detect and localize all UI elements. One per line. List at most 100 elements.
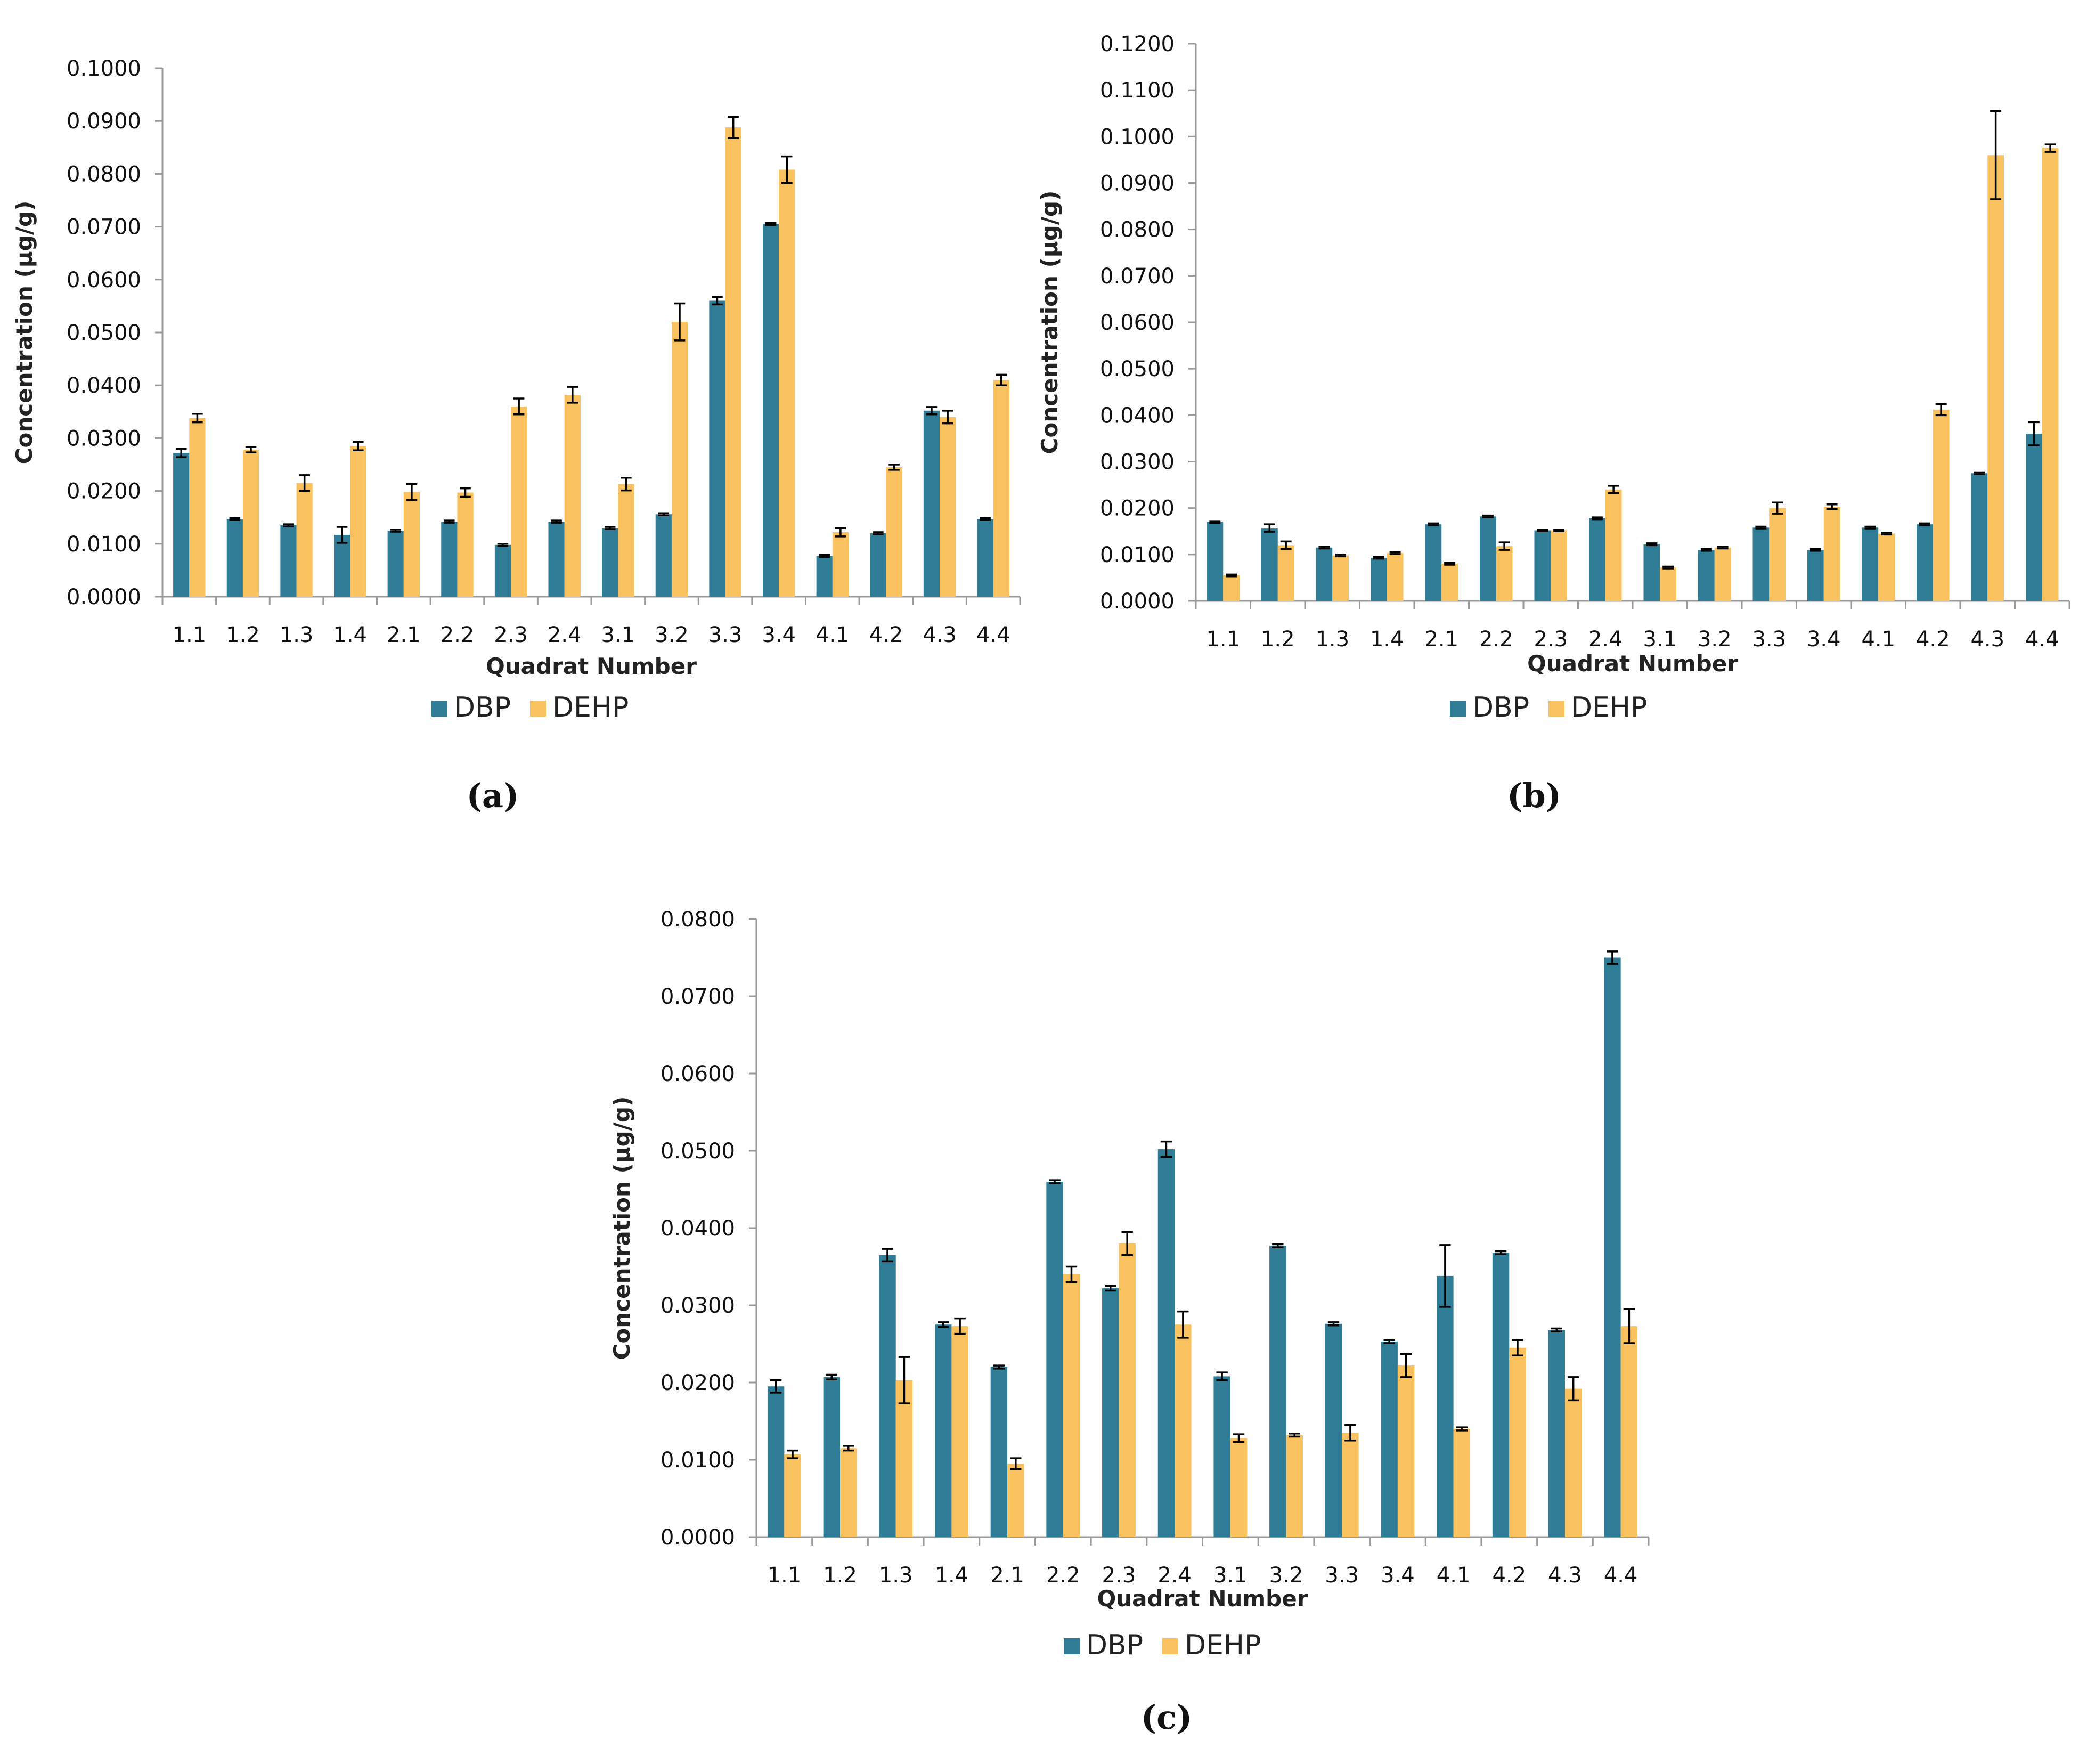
- x-tick-label: 4.1: [1861, 627, 1895, 652]
- error-bar-dehp-2-3: [513, 397, 525, 416]
- bar-dehp-1-1: [1223, 575, 1240, 601]
- bar-dehp-4-1: [1878, 533, 1895, 601]
- error-bar-dbp-2-3: [1105, 1285, 1116, 1292]
- bar-dehp-1-3: [1332, 555, 1349, 601]
- bar-dehp-2-1: [1441, 564, 1458, 601]
- x-axis-title: Quadrat Number: [486, 653, 697, 679]
- error-bar-dbp-4-4: [1607, 950, 1618, 965]
- y-tick-label: 0.0800: [67, 162, 141, 186]
- bar-dbp-4-4: [1604, 957, 1621, 1537]
- y-tick-label: 0.0500: [661, 1139, 735, 1164]
- error-bar-dbp-3-1: [1216, 1371, 1228, 1381]
- bar-dehp-3-3: [1342, 1433, 1359, 1537]
- x-tick-label: 3.3: [708, 623, 743, 647]
- bar-dehp-2-3: [1551, 530, 1567, 601]
- error-bar-dbp-2-3: [1537, 529, 1548, 532]
- error-bar-dbp-2-4: [1591, 516, 1603, 521]
- error-bar-dbp-2-4: [1160, 1140, 1172, 1158]
- y-tick-label: 0.0200: [67, 479, 141, 504]
- y-tick-label: 0.0100: [661, 1448, 735, 1473]
- error-bar-dbp-1-1: [1209, 520, 1221, 524]
- error-bar-dehp-4-4: [996, 373, 1007, 386]
- error-bar-dehp-3-4: [1400, 1353, 1412, 1378]
- error-bar-dehp-3-1: [621, 477, 632, 492]
- x-tick-label: 4.3: [923, 623, 957, 647]
- error-bar-dbp-2-3: [497, 543, 509, 547]
- error-bar-dehp-4-2: [1935, 403, 1947, 417]
- x-tick-label: 3.3: [1752, 627, 1786, 652]
- error-bar-dehp-2-2: [1498, 541, 1510, 551]
- error-bar-dbp-1-2: [1263, 523, 1275, 533]
- x-tick-label: 1.3: [879, 1563, 913, 1588]
- error-bar-dehp-1-2: [245, 446, 257, 453]
- y-tick-label: 0.0000: [67, 585, 141, 609]
- error-bar-dbp-3-1: [604, 526, 616, 530]
- bar-dehp-1-2: [242, 450, 259, 597]
- x-tick-label: 2.1: [990, 1563, 1024, 1588]
- bar-dbp-1-1: [1207, 522, 1224, 601]
- bar-dehp-4-1: [1453, 1429, 1470, 1537]
- error-bar-dehp-4-3: [1990, 110, 2002, 200]
- error-bar-dbp-3-4: [1809, 548, 1821, 552]
- error-bar-dehp-1-1: [1226, 573, 1237, 578]
- error-bar-dehp-1-2: [843, 1445, 854, 1452]
- bar-dehp-2-2: [1496, 546, 1513, 601]
- y-tick-label: 0.0200: [1100, 497, 1175, 521]
- bar-dehp-1-1: [189, 418, 206, 597]
- bar-dbp-4-2: [1917, 524, 1933, 601]
- y-tick-label: 0.0500: [1100, 357, 1175, 381]
- x-tick-label: 4.1: [816, 623, 850, 647]
- error-bar-dehp-3-4: [781, 155, 793, 184]
- bar-dbp-2-4: [1157, 1149, 1175, 1537]
- panel-caption: (b): [1507, 776, 1561, 815]
- legend: DBP DEHP: [1450, 692, 1647, 724]
- bar-dbp-1-3: [280, 525, 297, 597]
- bar-dbp-4-3: [1971, 473, 1988, 601]
- y-tick-label: 0.0200: [661, 1371, 735, 1395]
- chart-panel-c: 0.0000 0.0100 0.0200 0.0300 0.0400 0.0500 0.06…: [609, 907, 1650, 1737]
- y-axis-title: Concentration (µg/g): [609, 1096, 635, 1360]
- x-tick-label: 3.2: [1698, 627, 1732, 652]
- x-tick-label: 2.4: [1588, 627, 1623, 652]
- error-bar-dehp-3-3: [1772, 501, 1783, 515]
- error-bar-dbp-2-1: [390, 529, 401, 533]
- bar-dehp-4-3: [940, 417, 956, 597]
- bar-dehp-2-3: [1119, 1243, 1136, 1537]
- y-tick-label: 0.0300: [67, 426, 141, 451]
- x-tick-label: 3.1: [1643, 627, 1677, 652]
- error-bar-dbp-2-2: [1482, 514, 1494, 518]
- y-tick-label: 0.1000: [1100, 125, 1175, 149]
- x-tick-label: 1.2: [1261, 627, 1295, 652]
- error-bar-dehp-1-4: [353, 441, 364, 451]
- legend: DBP DEHP: [431, 692, 629, 724]
- x-tick-label: 4.4: [2025, 627, 2059, 652]
- x-tick-label: 3.1: [1213, 1563, 1248, 1588]
- error-bar-dbp-2-2: [444, 519, 455, 524]
- y-axis-title: Concentration (µg/g): [11, 201, 37, 465]
- x-tick-label: 3.1: [601, 623, 635, 647]
- bar-dbp-4-1: [816, 556, 833, 597]
- error-bar-dbp-3-4: [1383, 1339, 1395, 1344]
- bar-dbp-3-4: [1807, 550, 1824, 601]
- error-bar-dehp-4-1: [835, 527, 846, 538]
- x-tick-label: 1.1: [768, 1563, 802, 1588]
- bar-dehp-2-2: [457, 492, 474, 597]
- error-bar-dehp-3-2: [1289, 1432, 1300, 1438]
- error-bar-dbp-1-1: [175, 448, 187, 458]
- bar-dehp-1-3: [296, 483, 313, 597]
- bar-dbp-3-1: [1643, 544, 1660, 601]
- bar-dbp-3-2: [655, 514, 672, 597]
- y-tick-label: 0.0500: [67, 321, 141, 345]
- bar-dehp-4-2: [886, 467, 902, 597]
- bar-dehp-4-2: [1933, 409, 1950, 601]
- bar-dbp-2-2: [1480, 516, 1496, 601]
- bar-dehp-3-2: [671, 322, 688, 597]
- x-tick-label: 1.1: [173, 623, 207, 647]
- error-bar-dehp-4-2: [888, 464, 900, 471]
- legend: DBP DEHP: [1064, 1629, 1261, 1661]
- bar-dbp-2-4: [548, 522, 565, 597]
- error-bar-dehp-2-1: [406, 483, 418, 501]
- bar-dehp-4-4: [2042, 148, 2059, 601]
- bar-dbp-2-1: [990, 1367, 1008, 1537]
